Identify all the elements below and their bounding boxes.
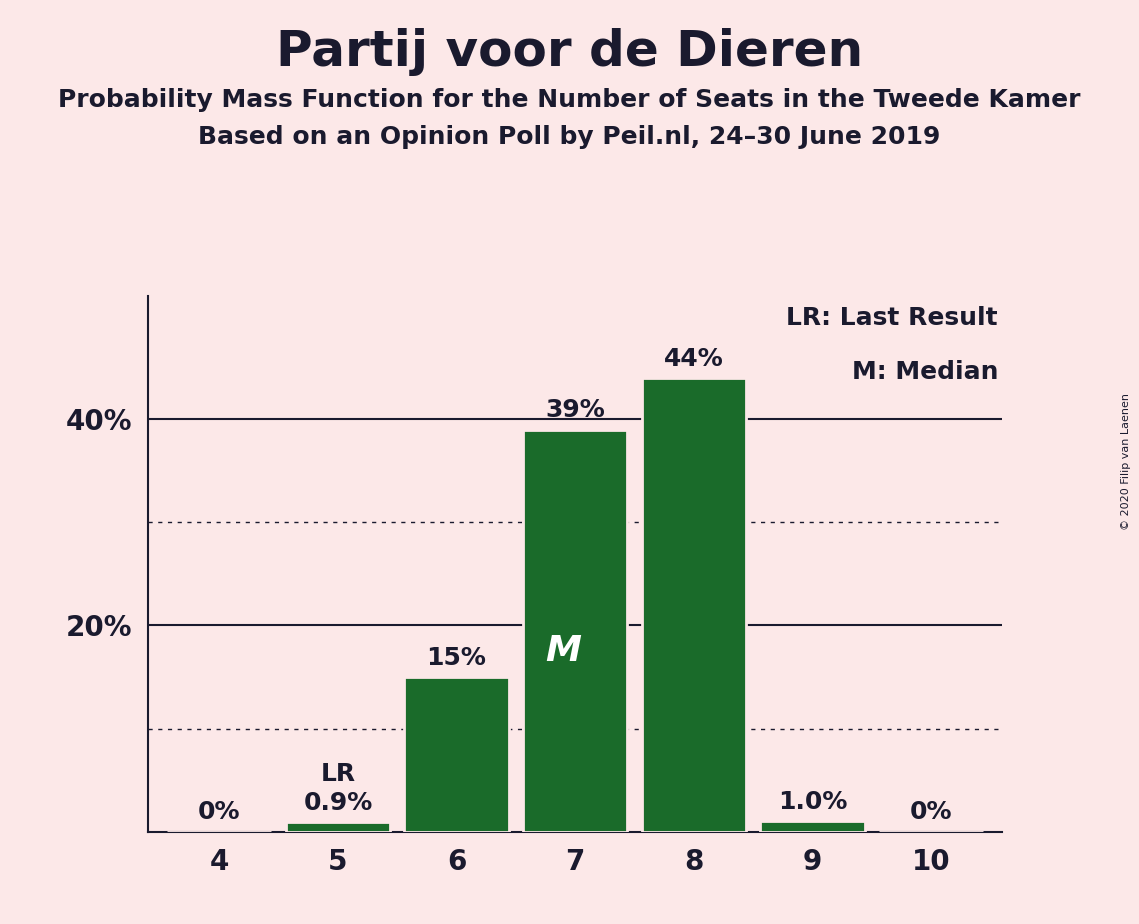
Text: © 2020 Filip van Laenen: © 2020 Filip van Laenen [1121, 394, 1131, 530]
Text: M: Median: M: Median [852, 360, 998, 384]
Text: 39%: 39% [546, 398, 605, 422]
Text: 1.0%: 1.0% [778, 790, 847, 814]
Bar [523, 430, 628, 832]
Bar [641, 378, 746, 832]
Text: Partij voor de Dieren: Partij voor de Dieren [276, 28, 863, 76]
Text: Probability Mass Function for the Number of Seats in the Tweede Kamer: Probability Mass Function for the Number… [58, 88, 1081, 112]
Text: 44%: 44% [664, 346, 723, 371]
Bar [404, 677, 509, 832]
Text: 0.9%: 0.9% [303, 791, 372, 815]
Text: LR: Last Result: LR: Last Result [786, 307, 998, 331]
Bar [286, 822, 390, 832]
Text: Based on an Opinion Poll by Peil.nl, 24–30 June 2019: Based on an Opinion Poll by Peil.nl, 24–… [198, 125, 941, 149]
Text: M: M [546, 634, 581, 668]
Text: 15%: 15% [427, 646, 486, 670]
Text: 0%: 0% [910, 800, 952, 824]
Text: LR: LR [320, 762, 355, 786]
Text: 0%: 0% [198, 800, 240, 824]
Bar [761, 821, 865, 832]
